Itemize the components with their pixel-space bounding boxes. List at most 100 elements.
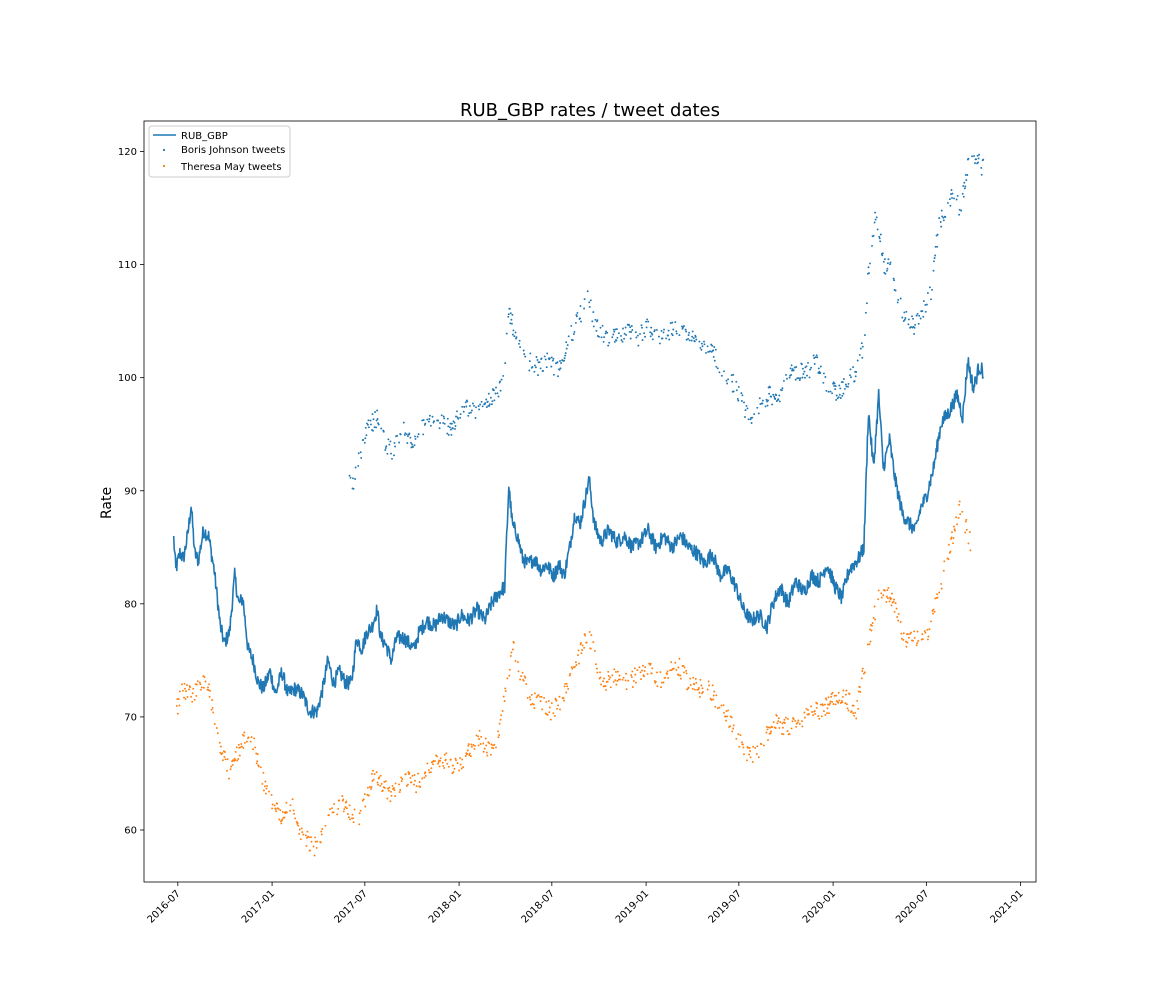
tweet-point bbox=[539, 695, 541, 698]
tweet-point bbox=[601, 324, 604, 327]
tweet-point bbox=[834, 385, 837, 388]
tweet-point bbox=[907, 636, 910, 639]
tweet-point bbox=[963, 181, 966, 184]
tweet-point bbox=[912, 639, 914, 642]
tweet-point bbox=[886, 262, 889, 265]
tweet-point bbox=[524, 676, 527, 679]
tweet-point bbox=[611, 674, 614, 677]
tweet-point bbox=[550, 702, 553, 705]
tweet-point bbox=[237, 757, 240, 760]
tweet-point bbox=[540, 695, 543, 698]
tweet-point bbox=[643, 675, 646, 678]
tweet-point bbox=[359, 451, 362, 454]
tweet-point bbox=[868, 272, 870, 275]
tweet-point bbox=[812, 354, 815, 357]
tweet-point bbox=[774, 727, 777, 729]
tweet-point bbox=[813, 357, 816, 359]
tweet-point bbox=[736, 397, 739, 400]
tweet-point bbox=[567, 335, 570, 338]
tweet-point bbox=[897, 612, 900, 615]
tweet-point bbox=[594, 318, 597, 321]
tweet-point bbox=[277, 807, 280, 810]
tweet-point bbox=[844, 693, 847, 696]
tweet-point bbox=[391, 457, 393, 460]
tweet-point bbox=[378, 776, 381, 779]
tweet-point bbox=[604, 332, 607, 335]
tweet-point bbox=[553, 714, 556, 717]
tweet-point bbox=[980, 173, 983, 176]
tweet-point bbox=[873, 221, 876, 224]
tweet-point bbox=[830, 695, 833, 698]
tweet-point bbox=[653, 329, 656, 332]
tweet-point bbox=[651, 333, 654, 336]
tweet-point bbox=[383, 780, 386, 783]
tweet-point bbox=[646, 672, 649, 675]
tweet-point bbox=[479, 743, 482, 745]
tweet-point bbox=[916, 630, 919, 633]
tweet-point bbox=[890, 604, 893, 607]
tweet-point bbox=[320, 833, 323, 836]
tweet-point bbox=[447, 425, 450, 428]
tweet-point bbox=[445, 752, 448, 755]
tweet-point bbox=[775, 394, 778, 397]
tweet-point bbox=[615, 339, 618, 342]
tweet-point bbox=[296, 822, 299, 824]
tweet-point bbox=[893, 279, 896, 282]
tweet-point bbox=[219, 751, 222, 754]
tweet-point bbox=[624, 326, 627, 329]
tweet-point bbox=[616, 680, 619, 682]
tweet-point bbox=[821, 704, 824, 707]
tweet-point bbox=[422, 419, 425, 421]
tweet-point bbox=[842, 378, 845, 380]
tweet-point bbox=[671, 334, 674, 337]
tweet-point bbox=[824, 714, 827, 716]
tweet-point bbox=[216, 732, 219, 735]
tweet-point bbox=[511, 333, 514, 336]
tweet-point bbox=[566, 685, 569, 688]
tweet-point bbox=[877, 598, 880, 601]
tweet-point bbox=[833, 384, 836, 387]
tweet-point bbox=[602, 340, 605, 343]
tweet-point bbox=[550, 365, 553, 368]
tweet-point bbox=[860, 677, 863, 680]
tweet-point bbox=[924, 310, 927, 313]
tweet-point bbox=[584, 634, 587, 637]
tweet-point bbox=[885, 595, 888, 598]
tweet-point bbox=[953, 197, 955, 200]
tweet-point bbox=[831, 392, 834, 395]
tweet-point bbox=[314, 840, 317, 843]
tweet-point bbox=[478, 729, 481, 732]
tweet-point bbox=[705, 351, 707, 354]
tweet-point bbox=[915, 644, 918, 647]
tweet-point bbox=[792, 718, 795, 721]
tweet-point bbox=[683, 666, 686, 669]
tweet-point bbox=[630, 325, 633, 327]
tweet-point bbox=[468, 404, 471, 407]
tweet-point bbox=[370, 423, 372, 426]
tweet-point bbox=[464, 755, 467, 757]
tweet-point bbox=[883, 258, 886, 261]
tweet-point bbox=[744, 409, 747, 412]
tweet-point bbox=[581, 644, 584, 647]
tweet-point bbox=[675, 332, 678, 335]
tweet-point bbox=[813, 710, 816, 713]
tweet-point bbox=[824, 376, 827, 378]
tweet-point bbox=[816, 356, 819, 359]
tweet-point bbox=[852, 704, 855, 707]
tweet-point bbox=[383, 786, 386, 789]
tweet-point bbox=[477, 735, 480, 738]
tweet-point bbox=[436, 755, 439, 758]
tweet-point bbox=[899, 297, 902, 300]
tweet-point bbox=[904, 640, 907, 643]
tweet-point bbox=[409, 776, 412, 779]
legend-marker-theresa bbox=[162, 164, 166, 168]
tweet-point bbox=[492, 389, 495, 392]
tweet-point bbox=[961, 192, 964, 195]
tweet-point bbox=[700, 684, 703, 687]
tweet-point bbox=[441, 761, 444, 764]
tweet-point bbox=[289, 809, 291, 812]
tweet-point bbox=[230, 765, 233, 768]
tweet-point bbox=[743, 401, 745, 404]
plot-content bbox=[172, 153, 985, 857]
tweet-point bbox=[268, 790, 270, 793]
